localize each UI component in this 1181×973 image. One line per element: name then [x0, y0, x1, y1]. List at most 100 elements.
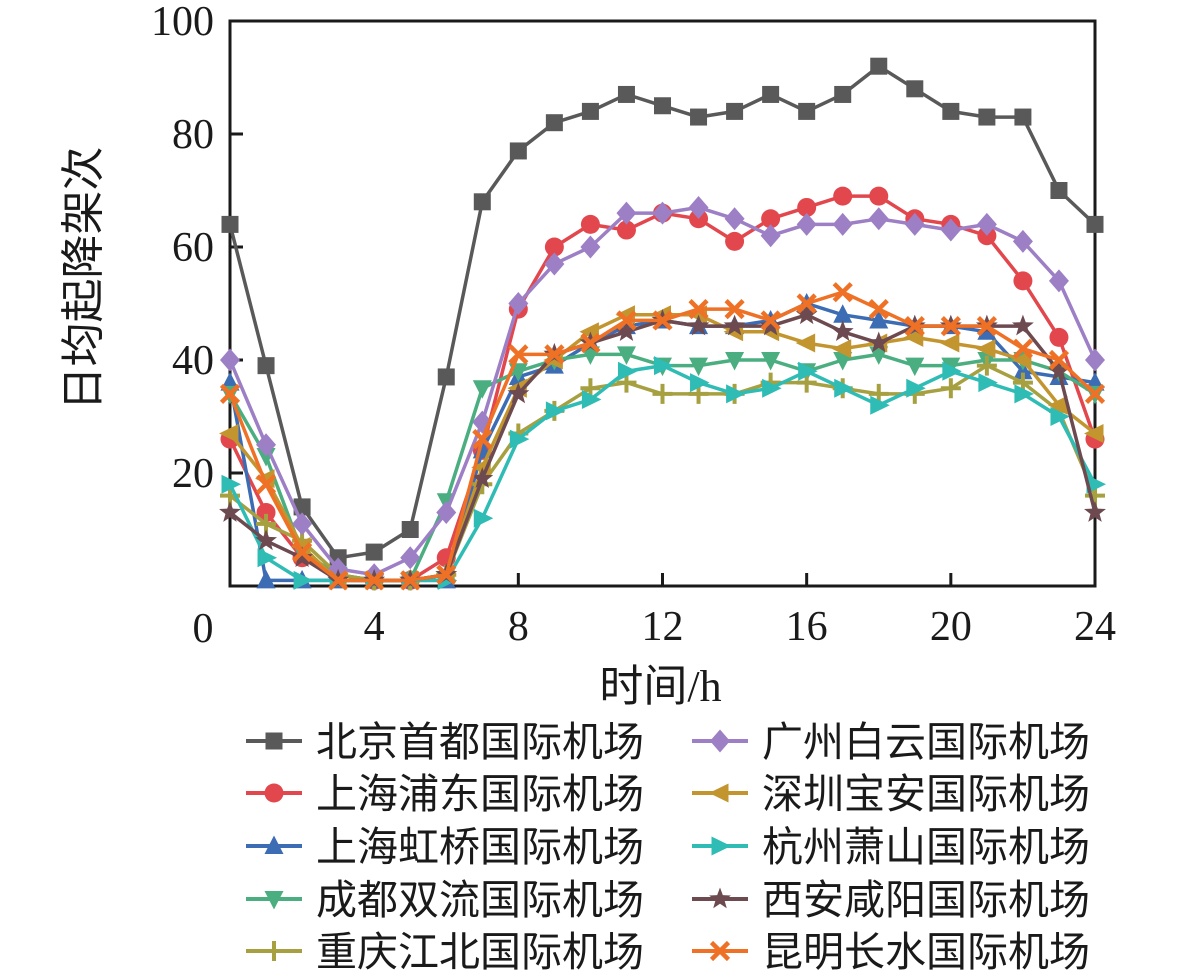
- origin-tick-label: 0: [193, 606, 214, 652]
- data-point-marker-x: [436, 564, 457, 585]
- data-point-marker-diamond: [220, 348, 240, 372]
- legend-label-shenzhen-baoan: 深圳宝安国际机场: [762, 771, 1090, 817]
- data-point-marker-circle: [580, 214, 600, 234]
- data-point-marker-square: [581, 102, 599, 120]
- series-beijing-capital: [221, 57, 1104, 567]
- data-point-marker-diamond: [760, 224, 781, 248]
- data-point-marker-star: [615, 320, 638, 342]
- legend-label-shanghai-pudong: 上海浦东国际机场: [316, 771, 644, 817]
- data-point-marker-star: [471, 467, 494, 488]
- data-point-marker-diamond: [1085, 348, 1105, 372]
- data-point-marker-star: [709, 887, 731, 909]
- data-point-marker-x: [291, 542, 313, 563]
- legend-item-shenzhen-baoan: [692, 783, 748, 803]
- data-point-marker-triangle-left: [219, 423, 239, 443]
- data-point-marker-triangle-down: [264, 891, 284, 910]
- data-point-marker-plus: [976, 355, 997, 376]
- data-point-marker-circle: [869, 186, 889, 206]
- data-point-marker-square: [545, 114, 563, 132]
- series-shenzhen-baoan: [219, 305, 1104, 590]
- data-point-marker-circle: [1013, 271, 1033, 291]
- data-point-marker-star: [1048, 359, 1070, 381]
- data-point-marker-x: [255, 474, 277, 495]
- legend-label-chongqing-jiangbei: 重庆江北国际机场: [316, 929, 644, 973]
- x-tick-label: 8: [508, 604, 529, 650]
- legend-label-guangzhou-baiyun: 广州白云国际机场: [762, 719, 1090, 765]
- data-point-marker-square: [265, 732, 283, 750]
- series-line-shenzhen-baoan: [228, 313, 1097, 583]
- data-point-marker-triangle-left: [1047, 395, 1068, 415]
- data-point-marker-diamond: [652, 201, 673, 225]
- data-point-marker-diamond: [688, 195, 709, 219]
- data-point-marker-x: [976, 316, 997, 337]
- data-point-marker-circle: [725, 231, 745, 251]
- data-point-marker-diamond: [508, 292, 529, 315]
- data-point-marker-x: [472, 429, 493, 450]
- data-point-marker-triangle-right: [1086, 474, 1106, 494]
- legend-item-hangzhou-xiaoshan: [692, 836, 748, 856]
- data-point-marker-x: [364, 570, 385, 591]
- data-point-marker-star: [219, 501, 241, 522]
- data-point-marker-plus: [940, 378, 961, 399]
- data-point-marker-triangle-right: [978, 373, 998, 393]
- data-point-marker-triangle-right: [711, 836, 731, 856]
- data-point-marker-triangle-left: [795, 333, 816, 353]
- data-point-marker-diamond: [436, 501, 457, 525]
- data-point-marker-star: [723, 314, 746, 336]
- data-point-marker-diamond: [940, 218, 961, 242]
- data-point-marker-diamond: [1012, 229, 1033, 253]
- data-point-marker-diamond: [580, 235, 601, 259]
- data-point-marker-square: [942, 102, 960, 120]
- data-point-marker-diamond: [796, 212, 817, 236]
- legend-item-shanghai-pudong: [246, 783, 302, 803]
- data-point-marker-diamond: [400, 546, 421, 570]
- data-point-marker-square: [401, 521, 419, 538]
- data-point-marker-circle: [616, 220, 636, 240]
- data-point-marker-triangle-right: [834, 378, 854, 398]
- data-point-marker-circle: [833, 186, 853, 206]
- data-point-marker-x: [832, 282, 853, 303]
- data-point-marker-triangle-down: [761, 352, 781, 371]
- legend-label-shanghai-hongqiao: 上海虹桥国际机场: [316, 824, 644, 870]
- series-kunming-changshui: [219, 282, 1106, 591]
- y-tick-label: 60: [172, 225, 214, 271]
- data-point-marker-square: [762, 85, 780, 103]
- data-point-marker-square: [617, 85, 635, 103]
- data-point-marker-triangle-right: [545, 401, 566, 421]
- data-point-marker-x: [709, 940, 731, 962]
- legend-label-chengdu-shuangliu: 成都双流国际机场: [316, 877, 644, 923]
- x-tick-label: 4: [364, 604, 385, 650]
- data-point-marker-square: [798, 102, 816, 120]
- data-point-marker-triangle-left: [709, 783, 729, 803]
- data-point-marker-circle: [797, 197, 817, 217]
- data-point-marker-circle: [544, 237, 564, 257]
- data-point-marker-x: [796, 293, 817, 314]
- y-tick-label: 100: [151, 0, 214, 45]
- data-point-marker-diamond: [292, 512, 313, 536]
- data-point-marker-x: [328, 570, 349, 591]
- data-point-marker-triangle-right: [509, 429, 530, 449]
- legend-item-kunming-changshui: [692, 940, 748, 962]
- data-point-marker-plus: [264, 941, 284, 961]
- data-point-marker-triangle-right: [942, 361, 962, 381]
- series-line-xian-xianyang: [228, 313, 1097, 583]
- data-point-marker-circle: [264, 783, 284, 803]
- legend-label-hangzhou-xiaoshan: 杭州萧山国际机场: [762, 824, 1090, 870]
- data-point-marker-x: [940, 316, 961, 337]
- data-point-marker-circle: [256, 503, 276, 523]
- data-point-marker-triangle-down: [472, 380, 492, 399]
- data-point-marker-triangle-right: [906, 378, 926, 398]
- legend-item-guangzhou-baiyun: [692, 729, 748, 753]
- data-point-marker-square: [257, 357, 275, 375]
- data-point-marker-diamond: [868, 207, 889, 231]
- data-point-marker-star: [759, 314, 782, 336]
- data-point-marker-x: [544, 344, 565, 365]
- data-point-marker-triangle-up: [833, 304, 853, 323]
- data-point-marker-diamond: [832, 212, 853, 236]
- data-point-marker-x: [580, 332, 601, 354]
- data-point-marker-x: [1048, 349, 1070, 371]
- data-point-marker-star: [507, 382, 530, 404]
- data-point-marker-x: [760, 310, 781, 331]
- data-point-marker-triangle-down: [689, 357, 709, 377]
- legend-item-chongqing-jiangbei: [246, 941, 302, 961]
